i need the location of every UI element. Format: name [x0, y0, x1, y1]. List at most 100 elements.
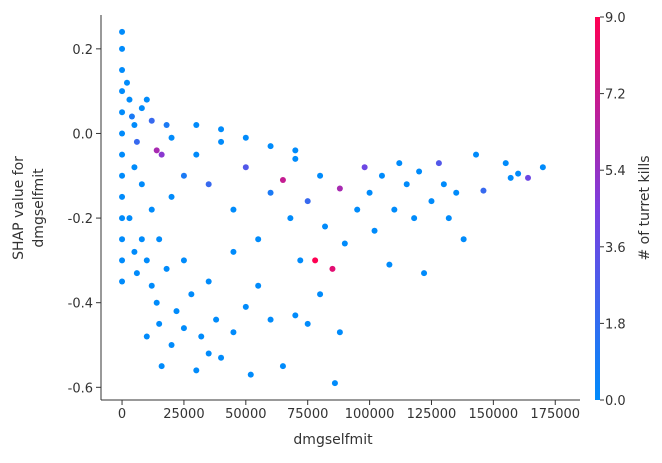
colorbar-tick-label: 7.2 [605, 88, 626, 103]
colorbar [595, 17, 600, 400]
x-axis-label: dmgselfmit [293, 432, 373, 448]
point [119, 88, 126, 95]
point [156, 236, 163, 243]
point [428, 198, 435, 205]
point [396, 160, 403, 167]
point [279, 177, 286, 183]
point [119, 151, 126, 158]
point [403, 181, 410, 188]
point [416, 168, 423, 175]
point [255, 236, 262, 243]
point [119, 172, 126, 179]
point [213, 316, 220, 323]
point [148, 206, 155, 213]
point [143, 257, 150, 264]
point [119, 236, 126, 243]
point [138, 105, 145, 112]
point [292, 147, 299, 154]
point [361, 164, 368, 171]
point [453, 189, 460, 196]
point [304, 320, 311, 327]
point [156, 320, 163, 327]
point [480, 187, 487, 194]
point [218, 354, 225, 361]
point [163, 265, 170, 272]
point [119, 67, 126, 73]
point [297, 257, 304, 264]
x-tick-label: 125000 [407, 407, 457, 422]
point [329, 265, 336, 272]
point [148, 282, 155, 289]
point [386, 261, 393, 268]
point [168, 342, 175, 348]
point [138, 181, 145, 188]
x-tick-label: 175000 [530, 407, 580, 422]
y-axis-label: SHAP value for [11, 156, 27, 260]
point [525, 174, 532, 181]
point [173, 308, 180, 315]
point [158, 363, 165, 370]
point [279, 363, 286, 370]
point [435, 160, 442, 167]
y-axis-label: dmgselfmit [31, 168, 47, 248]
point [304, 198, 311, 205]
point [292, 312, 299, 319]
point [473, 151, 480, 158]
point [119, 28, 126, 35]
point [331, 380, 338, 387]
colorbar-tick-label: 3.6 [605, 241, 626, 256]
point [126, 215, 133, 222]
point [180, 257, 187, 264]
y-tick-label: -0.6 [68, 381, 93, 396]
point [230, 329, 237, 336]
point [440, 181, 447, 188]
point [539, 164, 546, 171]
point [198, 333, 205, 340]
point [119, 130, 126, 137]
point [193, 122, 200, 128]
x-tick-label: 75000 [287, 407, 328, 422]
point [287, 215, 294, 222]
point [336, 185, 343, 192]
point [138, 236, 145, 243]
colorbar-tick-label: 5.4 [605, 164, 626, 179]
point [515, 170, 522, 177]
point [153, 299, 160, 306]
point [247, 371, 254, 378]
point [445, 215, 452, 222]
point [242, 134, 249, 141]
point [292, 155, 299, 162]
point [168, 134, 175, 141]
y-tick-label: 0.2 [72, 43, 93, 58]
point [341, 240, 348, 247]
point [205, 181, 212, 188]
point [366, 189, 373, 196]
point [188, 291, 195, 298]
point [391, 206, 398, 213]
point [411, 215, 418, 222]
point [180, 172, 187, 179]
point [126, 96, 133, 103]
point [267, 189, 274, 196]
point [336, 329, 343, 336]
point [502, 160, 509, 167]
colorbar-tick-label: 1.8 [605, 317, 626, 332]
point [312, 257, 319, 264]
point [218, 126, 225, 133]
point [119, 215, 126, 222]
point [119, 257, 126, 264]
point [158, 151, 165, 158]
point [378, 172, 385, 179]
point [322, 223, 329, 230]
point [131, 164, 138, 171]
point [242, 164, 249, 171]
point [193, 151, 200, 158]
point [205, 350, 212, 357]
point [123, 79, 130, 86]
point [218, 138, 225, 145]
x-tick-label: 25000 [163, 407, 204, 422]
point [230, 206, 237, 213]
point [230, 248, 237, 255]
point [507, 174, 514, 181]
point [131, 248, 138, 255]
